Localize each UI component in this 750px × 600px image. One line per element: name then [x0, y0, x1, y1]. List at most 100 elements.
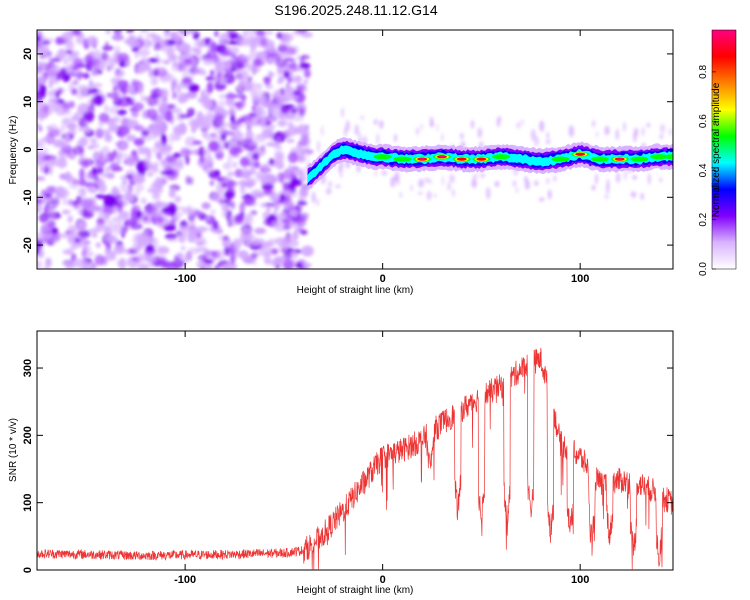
sidelobe-blob — [496, 117, 500, 128]
snr-y-tick-label: 100 — [22, 493, 34, 511]
noise-blob — [177, 92, 187, 104]
snr-y-ticks: 0 100 200 300 — [22, 359, 673, 573]
noise-blob — [165, 47, 174, 57]
sidelobe-blob — [634, 127, 639, 137]
noise-blob — [223, 191, 234, 198]
sidelobe-blob — [341, 107, 344, 118]
noise-blob — [210, 132, 218, 138]
sidelobe-blob — [538, 197, 545, 202]
sidelobe-blob — [441, 175, 445, 186]
noise-blob — [225, 93, 238, 99]
noise-blob — [244, 119, 251, 127]
sidelobe-blob — [624, 169, 627, 181]
sidelobe-blob — [647, 173, 651, 185]
noise-blob — [280, 172, 285, 184]
sidelobe-blob — [485, 187, 491, 200]
sidelobe-blob — [436, 123, 439, 132]
noise-blob — [136, 64, 146, 74]
noise-blob — [182, 43, 192, 54]
noise-blob — [151, 168, 160, 173]
noise-blob — [90, 82, 103, 88]
noise-blob — [200, 70, 207, 76]
noise-blob — [61, 72, 71, 83]
noise-blob — [51, 227, 59, 235]
noise-blob — [164, 233, 178, 240]
noise-blob — [280, 104, 290, 114]
sidelobe-blob — [358, 131, 361, 144]
noise-blob — [201, 121, 211, 130]
noise-blob — [77, 229, 91, 239]
noise-blob — [56, 142, 67, 147]
sidelobe-blob — [669, 128, 672, 136]
tone-peak — [456, 157, 467, 161]
sidelobe-blob — [354, 124, 359, 136]
noise-blob — [77, 84, 89, 92]
noise-blob — [235, 213, 242, 220]
noise-blob — [167, 238, 179, 243]
noise-blob — [265, 84, 274, 90]
noise-blob — [192, 210, 204, 217]
noise-blob — [287, 152, 299, 164]
noise-blob — [88, 228, 101, 233]
noise-blob — [202, 95, 210, 103]
noise-blob — [246, 36, 258, 47]
sidelobe-blob — [568, 125, 575, 138]
sidelobe-blob — [606, 178, 610, 188]
noise-blob — [223, 141, 231, 150]
noise-blob — [105, 199, 114, 206]
noise-blob — [82, 72, 90, 79]
snr-panel: -100 0 100 0 100 200 300 Height of straight l… — [8, 330, 674, 596]
noise-blob — [64, 132, 70, 144]
noise-blob — [108, 123, 120, 133]
noise-blob — [225, 196, 232, 208]
noise-blob — [79, 168, 85, 181]
noise-blob — [79, 136, 89, 147]
noise-blob — [275, 237, 288, 246]
noise-blob — [263, 76, 272, 83]
noise-blob — [73, 58, 83, 68]
noise-blob — [203, 147, 212, 157]
sidelobe-blob — [595, 173, 598, 185]
noise-blob — [86, 36, 99, 46]
noise-blob — [239, 156, 250, 167]
sidelobe-blob — [441, 133, 444, 142]
noise-blob — [241, 114, 253, 124]
noise-blob — [301, 31, 313, 38]
noise-blob — [77, 127, 87, 132]
spectrogram-y-tick-label: 20 — [22, 48, 34, 60]
noise-blob — [199, 155, 205, 164]
snr-area — [37, 347, 673, 570]
noise-blob — [185, 91, 198, 99]
noise-blob — [232, 238, 240, 250]
noise-blob — [125, 189, 132, 200]
noise-blob — [303, 187, 308, 199]
sidelobe-blob — [410, 184, 413, 192]
noise-blob — [267, 57, 276, 64]
noise-blob — [191, 46, 198, 53]
noise-blob — [74, 238, 81, 243]
noise-blob — [223, 246, 231, 256]
noise-blob — [95, 194, 107, 199]
noise-blob — [210, 41, 217, 54]
noise-blob — [159, 210, 164, 218]
noise-blob — [221, 205, 229, 212]
noise-blob — [231, 201, 235, 210]
noise-blob — [292, 90, 301, 96]
noise-blob — [125, 174, 135, 180]
noise-blob — [37, 90, 44, 102]
noise-blob — [214, 169, 220, 176]
noise-blob — [137, 48, 150, 57]
sidelobe-blob — [433, 193, 437, 198]
noise-blob — [246, 213, 254, 226]
noise-blob — [46, 125, 52, 131]
noise-blob — [172, 258, 185, 269]
sidelobe-blob — [452, 188, 455, 198]
noise-blob — [174, 195, 182, 203]
noise-blob — [59, 233, 71, 239]
noise-blob — [126, 30, 135, 34]
noise-blob — [248, 82, 259, 93]
noise-blob — [49, 63, 61, 72]
noise-blob — [270, 220, 280, 227]
sidelobe-blob — [393, 175, 399, 182]
